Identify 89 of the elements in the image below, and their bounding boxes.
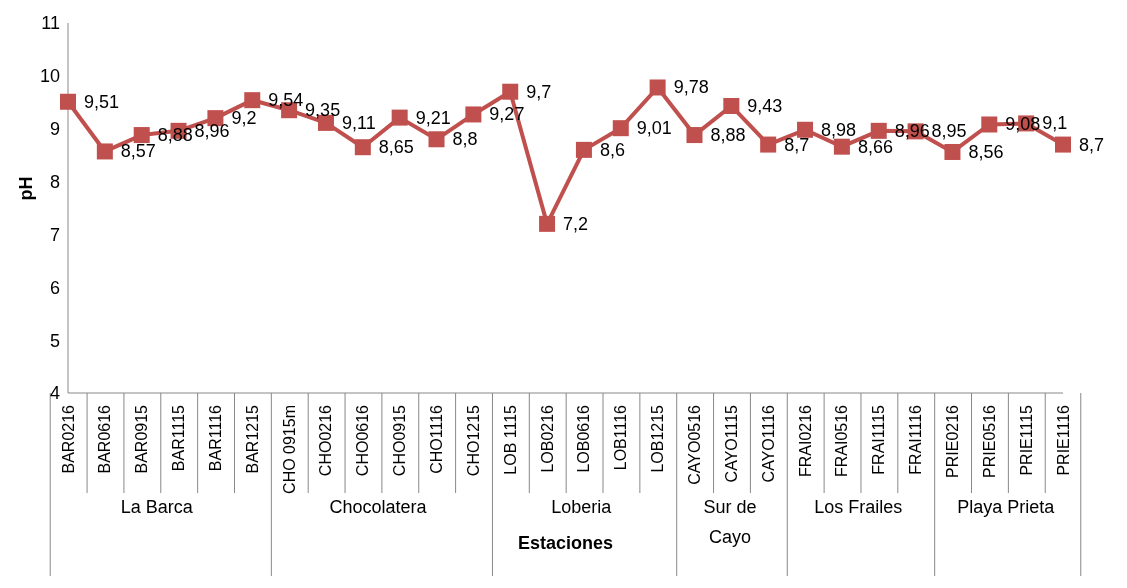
- y-tick-label: 5: [49, 330, 60, 351]
- point: [502, 83, 519, 100]
- point: [1055, 136, 1071, 153]
- data-label: 8,6: [599, 139, 625, 160]
- y-tick-label: 9: [49, 119, 60, 140]
- x-tick-label: CAYO1115: [722, 404, 740, 483]
- data-label: 9,43: [747, 95, 783, 116]
- data-label: 9,35: [305, 100, 341, 121]
- point: [465, 106, 482, 123]
- data-label: 9,78: [673, 77, 709, 98]
- y-tick-label: 8: [49, 171, 60, 192]
- x-tick-label: FRAI1115: [870, 404, 888, 475]
- point: [244, 92, 261, 109]
- data-label: 9,2: [231, 108, 257, 129]
- text: Sur de Cayo: [703, 497, 757, 547]
- x-tick-label: PRIE0516: [980, 404, 998, 478]
- point: [133, 127, 150, 144]
- x-tick-label: CHO1215: [464, 404, 482, 477]
- y-tick-label: 4: [49, 383, 60, 404]
- text: Playa Prieta: [957, 497, 1056, 517]
- x-tick-label: BAR1116: [206, 404, 224, 472]
- point: [870, 122, 887, 139]
- x-tick-label: BAR1215: [243, 404, 261, 474]
- data-label: 8,88: [710, 125, 746, 146]
- x-tick-label: CAYO0516: [685, 404, 703, 485]
- point: [723, 97, 740, 114]
- x-tick-label: LOB1215: [649, 404, 667, 473]
- point: [944, 143, 961, 160]
- data-label: 9,7: [526, 81, 552, 102]
- text: Loberia: [551, 497, 613, 517]
- data-label: 9,11: [341, 112, 376, 133]
- point: [539, 215, 556, 232]
- data-label: 8,57: [120, 141, 156, 162]
- x-tick-label: BAR0915: [133, 404, 151, 474]
- x-tick-label: FRAI0216: [796, 404, 814, 478]
- data-label: 8,7: [784, 134, 810, 155]
- x-tick-label: LOB0216: [538, 404, 556, 473]
- x-tick-label: CHO1116: [428, 404, 446, 474]
- x-tick-label: CAYO1116: [759, 404, 777, 483]
- data-label: 8,95: [931, 121, 967, 142]
- x-tick-label: FRAI1116: [907, 404, 925, 475]
- point: [428, 131, 445, 148]
- text: Chocolatera: [329, 497, 428, 517]
- x-tick-label: FRAI0516: [833, 404, 851, 478]
- data-label: 9,1: [1042, 113, 1068, 134]
- point: [60, 93, 76, 110]
- x-tick-label: PRIE0216: [943, 404, 961, 478]
- data-label: 9,01: [636, 118, 672, 139]
- x-tick-label: CHO0216: [317, 404, 335, 477]
- point: [686, 127, 703, 144]
- x-tick-label: CHO 0915m: [280, 405, 298, 494]
- text: La Barca: [120, 497, 194, 517]
- y-axis-title: pH: [15, 176, 37, 201]
- x-tick-label: PRIE1115: [1017, 404, 1035, 476]
- x-tick-label: LOB1116: [612, 404, 630, 471]
- y-tick-label: 6: [49, 277, 60, 298]
- data-label: 9,51: [84, 91, 120, 112]
- point: [649, 79, 666, 96]
- x-tick-label: BAR0616: [96, 404, 114, 474]
- x-tick-label: LOB 1115: [501, 404, 519, 475]
- x-axis-title: Estaciones: [517, 533, 614, 553]
- x-tick-label: PRIE1116: [1054, 404, 1072, 476]
- point: [612, 120, 629, 137]
- x-tick-label: CHO0915: [391, 404, 409, 477]
- data-label: 8,65: [378, 137, 414, 158]
- point: [833, 138, 850, 155]
- data-label: 8,7: [1079, 134, 1105, 155]
- point: [354, 139, 371, 156]
- x-tick-label: BAR0216: [59, 404, 77, 474]
- data-label: 8,66: [857, 136, 893, 157]
- point: [391, 109, 408, 126]
- data-label: 8,56: [968, 141, 1004, 162]
- data-label: 8,98: [821, 119, 857, 140]
- data-label: 9,21: [415, 107, 451, 128]
- text: Los Frailes: [814, 497, 903, 517]
- y-tick-label: 11: [41, 13, 60, 34]
- x-tick-label: BAR1115: [170, 404, 188, 472]
- y-tick-label: 7: [49, 224, 60, 245]
- y-tick-label: 10: [39, 66, 60, 87]
- point: [797, 121, 814, 138]
- data-label: 8,96: [194, 120, 230, 141]
- point: [981, 116, 998, 133]
- point: [760, 136, 777, 153]
- point: [96, 143, 113, 160]
- data-label: 7,2: [563, 213, 589, 234]
- x-tick-label: LOB0616: [575, 404, 593, 473]
- x-tick-label: CHO0616: [354, 404, 372, 477]
- point: [575, 141, 592, 158]
- data-label: 8,8: [452, 129, 478, 150]
